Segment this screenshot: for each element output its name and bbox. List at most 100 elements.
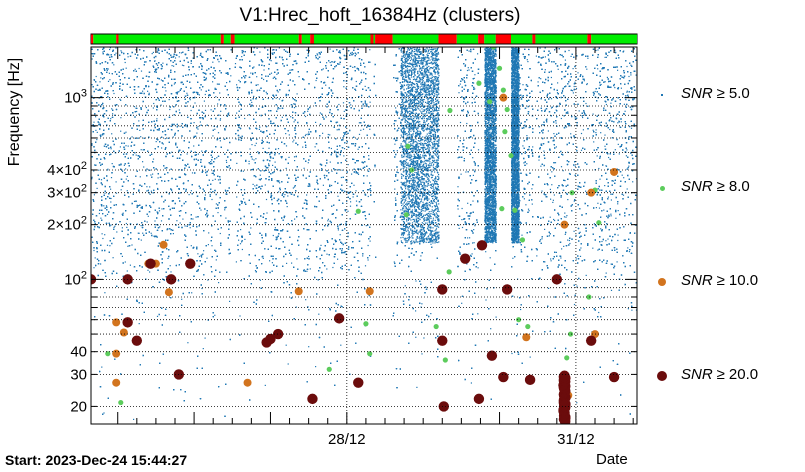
snr5-point [276, 223, 279, 225]
snr5-point [595, 207, 597, 209]
snr5-point [302, 146, 304, 148]
snr5-point [400, 209, 402, 211]
snr5-point [599, 189, 601, 191]
snr5-point [259, 51, 261, 53]
snr5-point [549, 96, 551, 99]
snr5-point [92, 53, 94, 55]
snr5-point [102, 133, 104, 135]
snr5-point [418, 56, 420, 58]
snr5-point [541, 190, 543, 192]
snr5-point [178, 109, 180, 111]
snr5-point [224, 209, 226, 211]
snr5-point [147, 215, 149, 217]
snr5-point [197, 128, 199, 130]
snr5-point [535, 55, 537, 57]
snr5-point [343, 110, 345, 112]
snr5-point [211, 198, 213, 201]
snr5-point [369, 101, 371, 103]
snr5-point [269, 260, 271, 262]
snr5-point [215, 96, 217, 98]
segment-on [93, 34, 117, 44]
snr5-point [564, 59, 566, 61]
snr5-point [330, 147, 332, 150]
snr5-point [230, 75, 232, 77]
snr5-point [421, 353, 423, 355]
snr5-point [174, 57, 177, 59]
snr5-point [511, 352, 513, 355]
snr5-point [145, 106, 147, 109]
snr5-point [461, 207, 463, 210]
snr5-point [567, 199, 569, 201]
segment-off [370, 34, 374, 44]
snr5-point [215, 259, 217, 261]
snr5-point [160, 79, 162, 81]
snr5-point [148, 92, 150, 94]
snr5-point [145, 61, 147, 63]
snr5-point [125, 67, 127, 69]
snr5-point [271, 123, 273, 125]
snr5-point [364, 85, 366, 87]
snr5-point [140, 239, 142, 241]
snr5-point [201, 287, 203, 290]
snr5-point [624, 97, 626, 99]
snr5-point [541, 238, 543, 240]
snr5-point [573, 169, 575, 171]
segment-off [298, 34, 302, 44]
segment-off [230, 34, 235, 44]
snr5-point [494, 133, 496, 135]
snr5-point [197, 125, 199, 128]
snr5-point [394, 143, 396, 145]
snr5-point [219, 92, 221, 94]
snr5-point [567, 66, 569, 68]
snr5-point [125, 178, 127, 180]
snr5-point [253, 95, 255, 97]
snr5-point [162, 62, 164, 64]
snr5-point [101, 96, 103, 98]
segment-on [301, 34, 311, 44]
snr5-point [226, 82, 228, 84]
snr5-point [526, 59, 528, 61]
snr5-point [550, 107, 553, 109]
snr5-point [120, 164, 122, 166]
snr5-point [173, 65, 175, 67]
snr5-point [427, 118, 429, 121]
snr5-point [324, 165, 327, 167]
snr5-point [110, 224, 112, 226]
snr5-point [109, 79, 111, 81]
snr5-point [284, 194, 286, 196]
segment-off [91, 34, 94, 44]
snr5-point [331, 184, 333, 187]
snr5-point [165, 90, 167, 92]
snr5-point [329, 134, 331, 136]
snr5-point [212, 135, 214, 137]
snr5-point [281, 157, 283, 159]
snr5-point [135, 154, 137, 156]
snr5-point [238, 239, 240, 241]
snr5-point [329, 307, 331, 310]
snr5-point [554, 219, 556, 222]
snr5-point [582, 104, 585, 107]
snr5-point [192, 218, 194, 220]
snr5-point [110, 201, 112, 203]
snr5-point [489, 257, 491, 259]
snr5-point [394, 197, 397, 199]
snr5-point [575, 258, 577, 260]
snr5-point [322, 184, 324, 186]
segment-on [223, 34, 231, 44]
segment-off [438, 34, 457, 44]
snr5-point [420, 62, 422, 64]
snr5-point [544, 69, 546, 71]
snr5-point [131, 244, 133, 246]
snr5-point [292, 187, 294, 189]
snr5-point [217, 132, 220, 134]
snr5-point [626, 188, 628, 190]
snr5-point [414, 83, 416, 86]
snr5-point [404, 285, 406, 287]
snr5-point [285, 199, 287, 202]
snr5-point [364, 265, 367, 267]
snr5-point [101, 233, 103, 235]
snr5-point [292, 141, 294, 143]
snr5-point [623, 103, 625, 105]
snr5-point [188, 194, 190, 196]
snr5-point [93, 267, 95, 269]
